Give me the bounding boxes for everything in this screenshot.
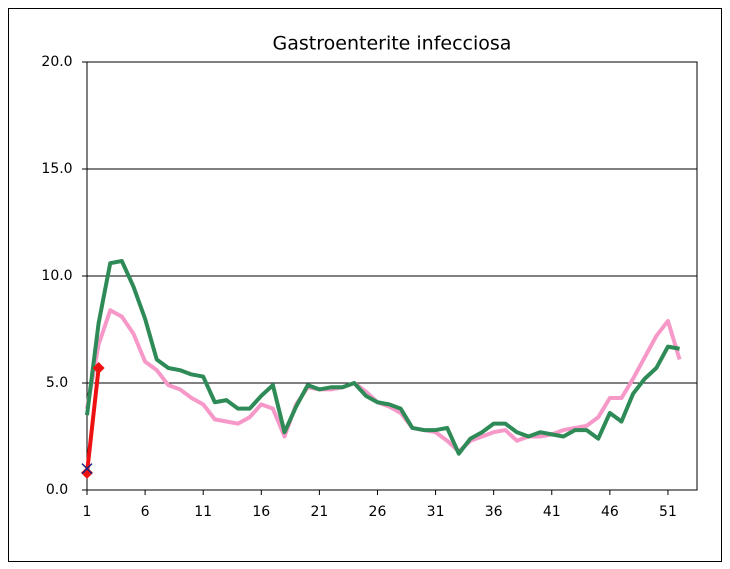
chart-title: Gastroenterite infecciosa [273, 33, 512, 55]
y-tick-label: 20.0 [41, 54, 72, 70]
x-tick-label: 26 [369, 504, 387, 520]
y-tick-label: 0.0 [46, 482, 68, 498]
x-tick-label: 31 [427, 504, 445, 520]
x-tick-label: 46 [601, 504, 619, 520]
y-tick-label: 5.0 [46, 375, 68, 391]
series-line [85, 367, 101, 474]
x-tick-label: 21 [310, 504, 328, 520]
y-tick-label: 10.0 [41, 268, 72, 284]
x-tick-label: 16 [252, 504, 270, 520]
marker [92, 362, 105, 375]
marker [81, 463, 93, 475]
x-tick-label: 36 [485, 504, 503, 520]
x-tick-label: 11 [194, 504, 212, 520]
x-tick-label: 41 [543, 504, 561, 520]
x-tick-label: 1 [83, 504, 92, 520]
y-tick-label: 15.0 [41, 161, 72, 177]
marker [81, 466, 93, 479]
series-line [85, 259, 680, 456]
x-tick-label: 6 [141, 504, 150, 520]
x-tick-label: 51 [659, 504, 677, 520]
